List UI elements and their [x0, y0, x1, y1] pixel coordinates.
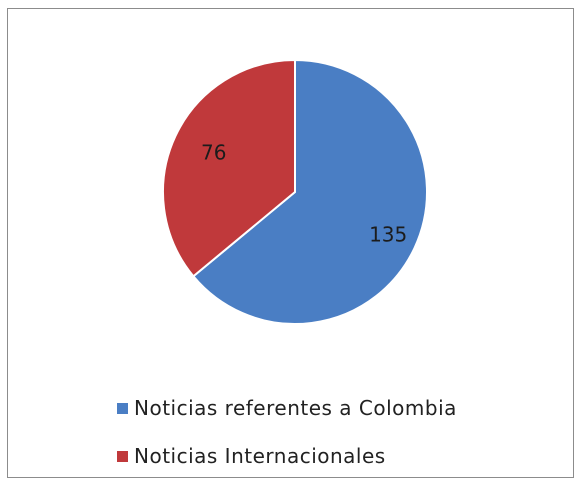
- legend-item-colombia: Noticias referentes a Colombia: [117, 384, 457, 432]
- data-label-colombia: 135: [369, 222, 407, 246]
- pie-data-labels: 135 76: [201, 140, 407, 246]
- legend-swatch-colombia: [117, 402, 128, 414]
- legend-label-colombia: Noticias referentes a Colombia: [134, 396, 457, 420]
- chart-legend: Noticias referentes a Colombia Noticias …: [117, 384, 457, 480]
- pie-slices: [162, 58, 428, 325]
- data-label-internacionales: 76: [201, 140, 226, 164]
- pie-slice-colombia: [191, 58, 428, 325]
- legend-label-internacionales: Noticias Internacionales: [134, 444, 386, 468]
- pie-slice-internacionales: [162, 58, 296, 278]
- legend-swatch-internacionales: [117, 450, 128, 462]
- legend-item-internacionales: Noticias Internacionales: [117, 432, 457, 480]
